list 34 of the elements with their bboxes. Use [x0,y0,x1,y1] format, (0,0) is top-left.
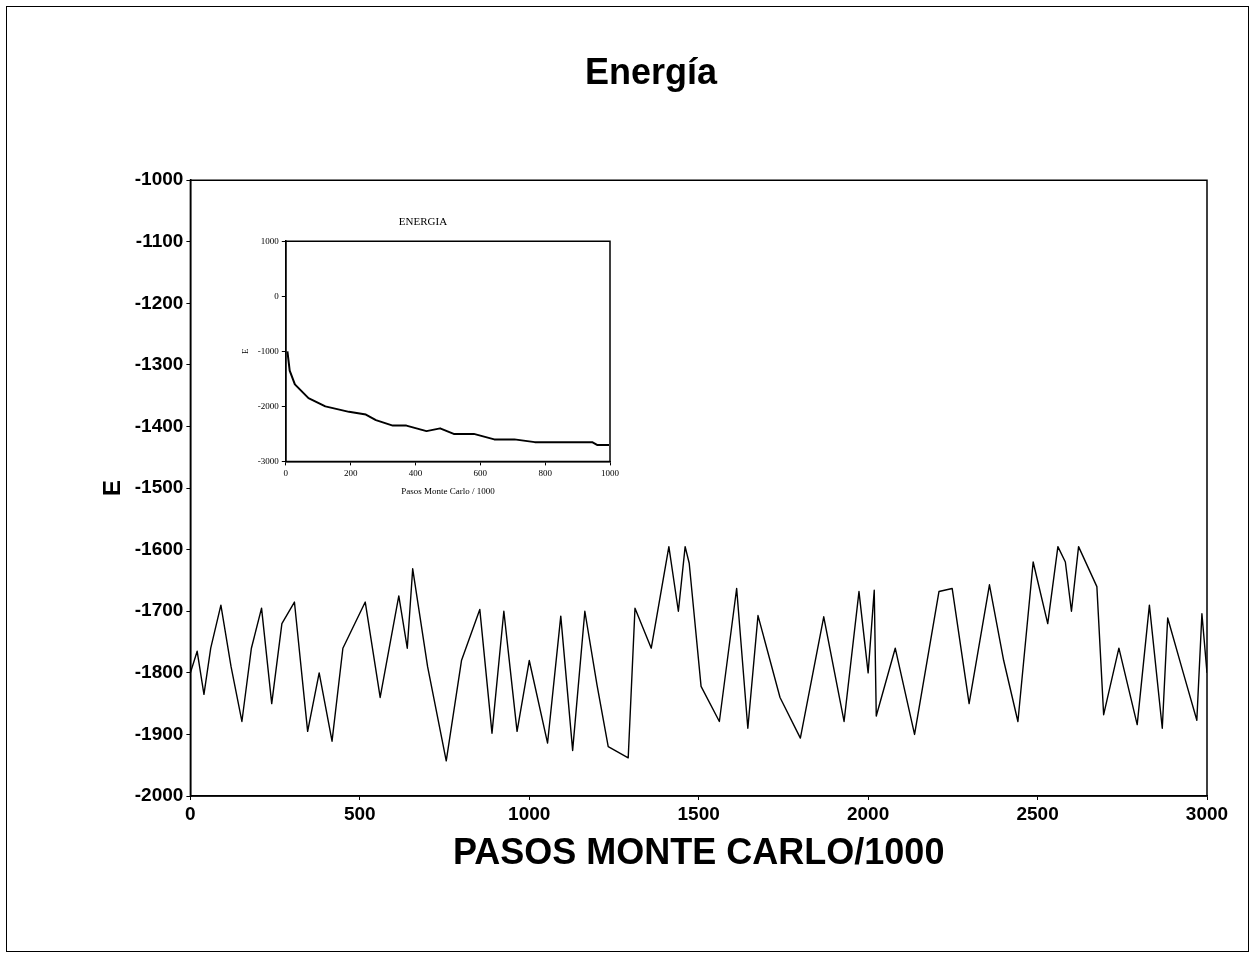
y-axis-title: E [98,480,126,497]
x-tick-label: 2500 [1016,802,1059,824]
y-tick-label: -1700 [134,599,184,621]
y-tick-label: -1000 [257,345,280,356]
chart-title: Energía [584,50,718,92]
chart-title: ENERGIA [398,215,448,228]
x-tick-label: 3000 [1185,802,1229,824]
x-tick-label: 600 [473,468,488,479]
y-tick-label: 0 [274,290,280,301]
y-tick-label: -1800 [134,661,184,683]
x-tick-label: 400 [408,468,423,479]
y-tick-label: -1400 [134,414,184,436]
y-tick-label: -1900 [134,722,184,744]
x-tick-label: 2000 [846,802,890,824]
x-tick-label: 1000 [601,468,620,479]
x-axis-title: Pasos Monte Carlo / 1000 [401,485,496,496]
y-tick-label: -1300 [134,353,184,375]
x-tick-label: 500 [343,802,376,824]
y-tick-label: -2000 [257,400,280,411]
y-tick-label: -1100 [135,230,184,252]
x-tick-label: 200 [343,468,358,479]
y-tick-label: -2000 [134,784,184,806]
y-axis-title: E [239,348,250,355]
y-tick-label: -3000 [257,455,280,466]
y-tick-label: 1000 [260,235,280,246]
x-tick-label: 1000 [508,802,551,824]
y-tick-label: -1000 [134,168,184,190]
x-axis-title: PASOS MONTE CARLO/1000 [452,831,945,873]
x-tick-label: 800 [538,468,553,479]
y-tick-label: -1600 [134,537,184,559]
y-tick-label: -1200 [134,291,184,313]
x-tick-label: 1500 [677,802,720,824]
x-tick-label: 0 [283,468,289,479]
y-tick-label: -1500 [134,476,184,498]
